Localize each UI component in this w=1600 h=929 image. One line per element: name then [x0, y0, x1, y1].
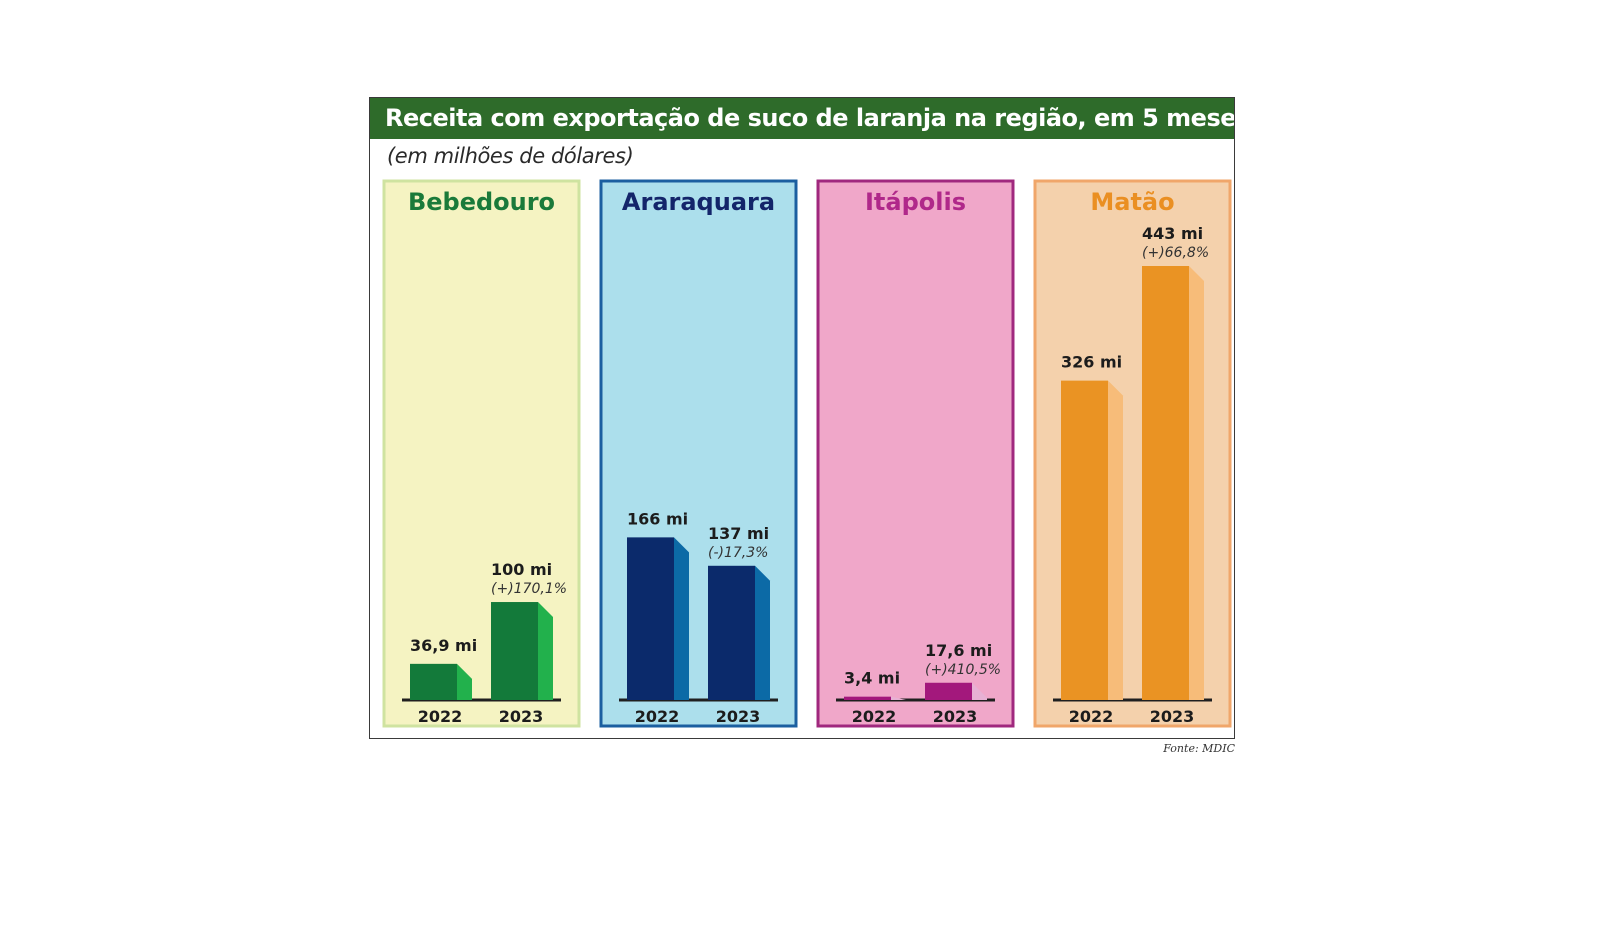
- value-label-matao-2023: 443 mi: [1142, 224, 1203, 243]
- change-label-itapolis-2023: (+)410,5%: [925, 662, 1001, 678]
- panel-title-bebedouro: Bebedouro: [408, 188, 555, 216]
- bar-side-itapolis-2023: [972, 682, 987, 700]
- bar-matao-2023: [1142, 266, 1189, 700]
- bar-bebedouro-2022: [410, 663, 457, 700]
- panel-itapolis: [816, 179, 1015, 728]
- year-label-bebedouro-2023: 2023: [499, 707, 544, 726]
- year-label-matao-2023: 2023: [1150, 707, 1195, 726]
- value-label-matao-2022: 326 mi: [1061, 353, 1122, 372]
- bar-side-bebedouro-2022: [457, 663, 472, 700]
- chart-subtitle: (em milhões de dólares): [387, 144, 634, 168]
- value-label-bebedouro-2023: 100 mi: [491, 560, 552, 579]
- bar-side-matao-2022: [1108, 380, 1123, 700]
- value-label-araraquara-2023: 137 mi: [708, 524, 769, 543]
- value-label-araraquara-2022: 166 mi: [627, 509, 688, 528]
- bar-araraquara-2022: [627, 537, 674, 700]
- value-label-itapolis-2023: 17,6 mi: [925, 641, 992, 660]
- panel-title-araraquara: Araraquara: [622, 188, 775, 216]
- bar-side-matao-2023: [1189, 266, 1204, 700]
- source-note: Fonte: MDIC: [1163, 742, 1235, 755]
- value-label-itapolis-2022: 3,4 mi: [844, 669, 900, 688]
- bar-side-bebedouro-2023: [538, 602, 553, 700]
- bar-side-araraquara-2023: [755, 565, 770, 700]
- year-label-araraquara-2022: 2022: [635, 707, 680, 726]
- year-label-araraquara-2023: 2023: [716, 707, 761, 726]
- change-label-bebedouro-2023: (+)170,1%: [491, 581, 567, 597]
- bar-matao-2022: [1061, 380, 1108, 700]
- bar-itapolis-2023: [925, 682, 972, 700]
- bar-side-araraquara-2022: [674, 537, 689, 700]
- year-label-bebedouro-2022: 2022: [418, 707, 463, 726]
- bar-araraquara-2023: [708, 565, 755, 700]
- year-label-itapolis-2023: 2023: [933, 707, 978, 726]
- year-label-itapolis-2022: 2022: [852, 707, 897, 726]
- panel-title-itapolis: Itápolis: [865, 188, 966, 216]
- year-label-matao-2022: 2022: [1069, 707, 1114, 726]
- panel-title-matao: Matão: [1090, 188, 1174, 216]
- change-label-araraquara-2023: (-)17,3%: [708, 545, 768, 561]
- bar-bebedouro-2023: [491, 602, 538, 700]
- bar-side-itapolis-2022: [891, 696, 906, 700]
- value-label-bebedouro-2022: 36,9 mi: [410, 636, 477, 655]
- chart-title: Receita com exportação de suco de laranj…: [370, 98, 1234, 139]
- change-label-matao-2023: (+)66,8%: [1142, 245, 1209, 261]
- bar-itapolis-2022: [844, 696, 891, 700]
